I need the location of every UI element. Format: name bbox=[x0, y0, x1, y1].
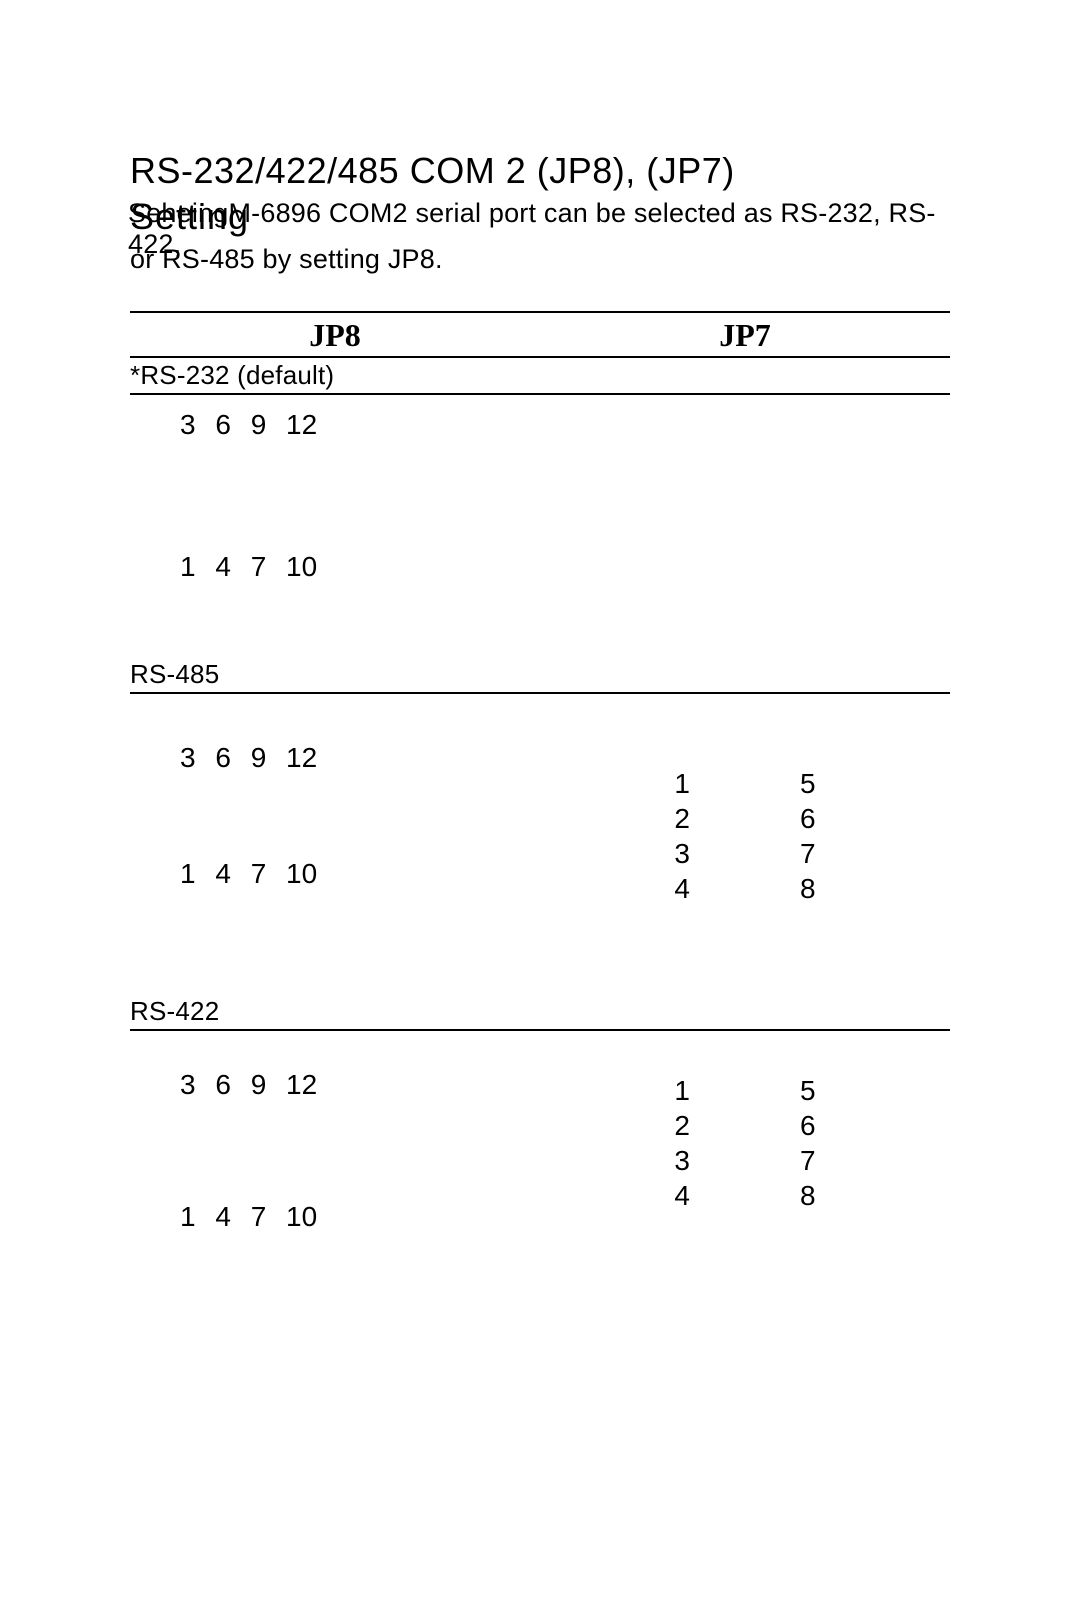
jp7-right-col: 5 6 7 8 bbox=[800, 766, 816, 906]
header-jp8: JP8 bbox=[130, 317, 540, 354]
jp8-bottom-row: 1 4 7 10 bbox=[180, 858, 540, 890]
jp8-top-row: 3 6 9 12 bbox=[180, 409, 540, 441]
jp7-num: 7 bbox=[800, 1143, 816, 1178]
jp8-top-row: 3 6 9 12 bbox=[180, 742, 540, 774]
jp7-num: 4 bbox=[674, 1178, 690, 1213]
jp7-num: 2 bbox=[674, 801, 690, 836]
jp7-left-col: 1 2 3 4 bbox=[674, 766, 690, 906]
jp7-num: 3 bbox=[674, 836, 690, 871]
jp7-num: 6 bbox=[800, 801, 816, 836]
rs232-jp8-col: 3 6 9 12 1 4 7 10 bbox=[130, 395, 540, 623]
table-headers: JP8 JP7 bbox=[130, 313, 950, 358]
section-rs232: 3 6 9 12 1 4 7 10 bbox=[130, 395, 950, 623]
jp7-num: 5 bbox=[800, 766, 816, 801]
section-rs485: 3 6 9 12 1 4 7 10 1 2 3 4 5 6 7 8 bbox=[130, 694, 950, 960]
page-title: RS-232/422/485 COM 2 (JP8), (JP7) bbox=[130, 150, 950, 192]
jp7-num: 5 bbox=[800, 1073, 816, 1108]
jp7-num: 7 bbox=[800, 836, 816, 871]
header-jp7: JP7 bbox=[540, 317, 950, 354]
rs485-jp8-col: 3 6 9 12 1 4 7 10 bbox=[130, 694, 540, 960]
jp8-bottom-row: 1 4 7 10 bbox=[180, 1201, 540, 1233]
jp7-right-col: 5 6 7 8 bbox=[800, 1073, 816, 1213]
rs485-jp7-col: 1 2 3 4 5 6 7 8 bbox=[540, 694, 950, 960]
mode-label-rs232: *RS-232 (default) bbox=[130, 358, 950, 395]
jp7-num: 4 bbox=[674, 871, 690, 906]
mode-label-rs485: RS-485 bbox=[130, 657, 950, 694]
jp8-top-row: 3 6 9 12 bbox=[180, 1069, 540, 1101]
jp8-bottom-row: 1 4 7 10 bbox=[180, 551, 540, 583]
jp7-num: 6 bbox=[800, 1108, 816, 1143]
jp7-num: 2 bbox=[674, 1108, 690, 1143]
setting-line: SeheingM-6896 COM2 serial port can be se… bbox=[130, 196, 950, 238]
jp7-num: 1 bbox=[674, 766, 690, 801]
description-overlay: SeheingM-6896 COM2 serial port can be se… bbox=[128, 198, 950, 260]
jp7-num: 8 bbox=[800, 1178, 816, 1213]
jp7-num: 3 bbox=[674, 1143, 690, 1178]
rs422-jp8-col: 3 6 9 12 1 4 7 10 bbox=[130, 1031, 540, 1303]
jp7-num: 8 bbox=[800, 871, 816, 906]
rs422-jp7-col: 1 2 3 4 5 6 7 8 bbox=[540, 1031, 950, 1303]
jp7-left-col: 1 2 3 4 bbox=[674, 1073, 690, 1213]
rs232-jp7-col bbox=[540, 395, 950, 623]
jp7-num: 1 bbox=[674, 1073, 690, 1108]
mode-label-rs422: RS-422 bbox=[130, 994, 950, 1031]
section-rs422: 3 6 9 12 1 4 7 10 1 2 3 4 5 6 7 8 bbox=[130, 1031, 950, 1303]
